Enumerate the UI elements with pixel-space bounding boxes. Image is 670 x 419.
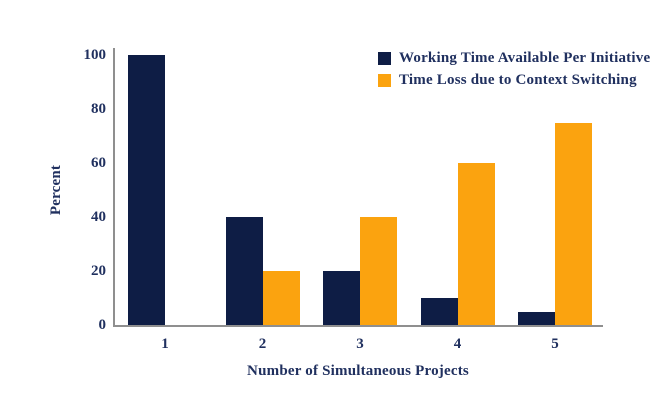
legend-label: Time Loss due to Context Switching: [399, 72, 637, 88]
x-category-label: 1: [161, 336, 169, 352]
legend-swatch: [378, 52, 391, 65]
x-axis-line: [113, 325, 603, 327]
x-category-label: 3: [356, 336, 364, 352]
bar-series1-cat2: [225, 217, 263, 325]
legend: Working Time Available Per Initiative Tim…: [378, 50, 651, 95]
y-axis-title: Percent: [48, 164, 64, 216]
legend-item-2: Time Loss due to Context Switching: [378, 72, 650, 88]
bar-series1-cat3: [323, 271, 360, 325]
legend-swatch: [378, 74, 391, 87]
bar-series2-cat2: [262, 271, 300, 325]
y-tick-label: 100: [83, 47, 107, 63]
y-tick-label: 0: [98, 317, 107, 333]
x-category-label: 5: [551, 336, 559, 352]
y-tick-label: 60: [91, 155, 106, 171]
bar-series2-cat3: [360, 217, 397, 325]
legend-label: Working Time Available Per Initiative: [399, 50, 651, 66]
bar-series1-cat5: [518, 311, 555, 325]
bar-series1-cat1: [128, 55, 165, 325]
bar-series1-cat4: [420, 298, 458, 325]
x-axis-title: Number of Simultaneous Projects: [247, 363, 469, 379]
x-category-label: 2: [258, 336, 267, 352]
y-tick-label: 20: [91, 263, 106, 279]
x-category-label: 4: [453, 336, 462, 352]
y-tick-label: 40: [91, 209, 106, 225]
bar-series2-cat4: [457, 163, 495, 325]
legend-item-1: Working Time Available Per Initiative: [378, 50, 651, 66]
bar-series2-cat5: [555, 122, 592, 325]
y-tick-label: 80: [91, 101, 106, 117]
y-axis-line: [113, 48, 115, 325]
